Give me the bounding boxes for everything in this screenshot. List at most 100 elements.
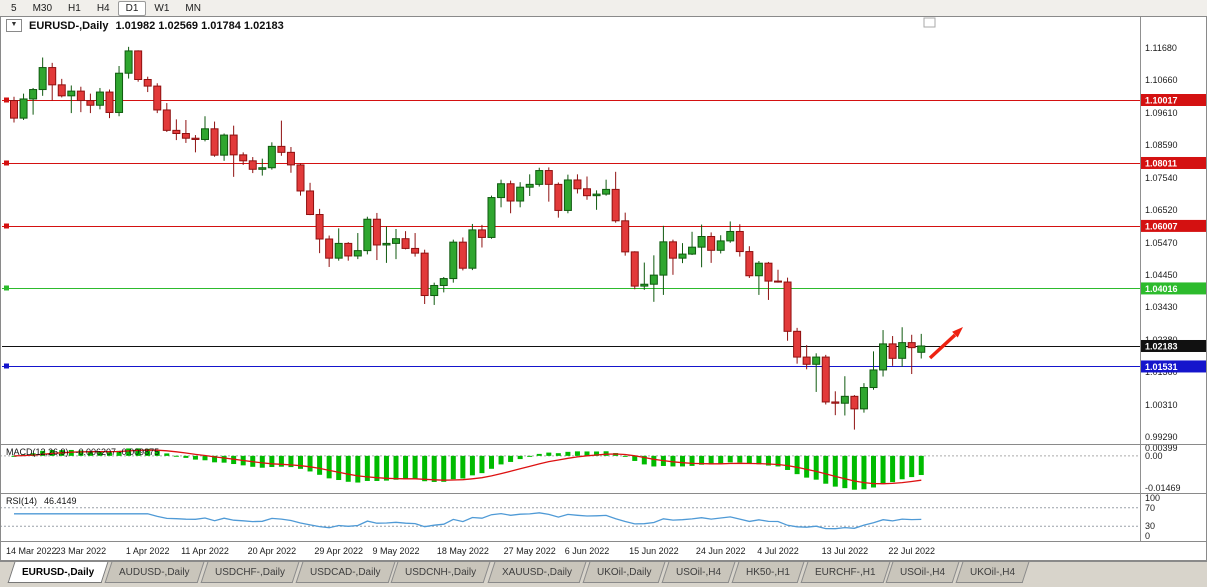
candle[interactable] [76, 90, 85, 102]
candle[interactable] [554, 183, 563, 211]
candle[interactable] [812, 356, 821, 365]
candle[interactable] [573, 179, 582, 190]
candle[interactable] [697, 235, 706, 248]
candle[interactable] [411, 247, 420, 254]
candle[interactable] [764, 262, 773, 282]
candle[interactable] [19, 98, 28, 119]
candle[interactable] [430, 284, 439, 297]
candle[interactable] [267, 145, 276, 169]
candle[interactable] [649, 274, 658, 285]
tab-USDCHF-,Daily[interactable]: USDCHF-,Daily [200, 562, 300, 583]
candle[interactable] [898, 342, 907, 359]
candle[interactable] [859, 387, 868, 410]
candle[interactable] [248, 160, 257, 170]
candle[interactable] [210, 128, 219, 156]
candle[interactable] [353, 250, 362, 257]
candle[interactable] [888, 343, 897, 359]
candle[interactable] [181, 133, 190, 139]
candle[interactable] [258, 167, 267, 170]
candle[interactable] [201, 128, 209, 140]
candle[interactable] [630, 251, 639, 287]
candle[interactable] [363, 218, 372, 252]
tab-UKOil-,H4[interactable]: UKOil-,H4 [956, 562, 1030, 583]
timeframe-W1[interactable]: W1 [154, 2, 170, 14]
candle[interactable] [86, 100, 95, 106]
candle[interactable] [907, 342, 916, 349]
candle[interactable] [745, 251, 754, 277]
candle[interactable] [726, 230, 735, 242]
candle[interactable] [468, 229, 477, 269]
candle[interactable] [869, 369, 878, 389]
candle[interactable] [621, 220, 630, 253]
candle[interactable] [716, 240, 725, 251]
candle[interactable] [754, 262, 763, 277]
tab-USOil-,H4[interactable]: USOil-,H4 [886, 562, 960, 583]
candle[interactable] [67, 90, 76, 97]
candle[interactable] [563, 179, 572, 211]
candle[interactable] [602, 188, 611, 195]
tab-USOil-,H4[interactable]: USOil-,H4 [661, 562, 736, 583]
candle[interactable] [544, 170, 553, 185]
candle[interactable] [315, 214, 324, 240]
candle[interactable] [420, 252, 429, 297]
candle[interactable] [774, 280, 782, 283]
candle[interactable] [678, 253, 687, 259]
candle[interactable] [783, 281, 792, 332]
tab-EURCHF-,H1[interactable]: EURCHF-,H1 [800, 562, 890, 583]
candle[interactable] [48, 67, 57, 86]
candle[interactable] [153, 85, 162, 111]
candle[interactable] [286, 151, 295, 166]
candle[interactable] [392, 238, 400, 244]
tab-USDCNH-,Daily[interactable]: USDCNH-,Daily [390, 562, 491, 583]
candle[interactable] [535, 170, 544, 185]
candle[interactable] [382, 242, 391, 246]
candle[interactable] [458, 241, 467, 269]
candle[interactable] [707, 235, 716, 251]
candle[interactable] [306, 190, 315, 216]
candle[interactable] [831, 401, 840, 404]
timeframe-M30[interactable]: M30 [32, 2, 53, 14]
candle[interactable] [143, 78, 152, 87]
candle[interactable] [668, 241, 677, 259]
tab-AUDUSD-,Daily[interactable]: AUDUSD-,Daily [104, 562, 205, 583]
candle[interactable] [372, 218, 381, 246]
candle[interactable] [124, 50, 133, 74]
tab-UKOil-,Daily[interactable]: UKOil-,Daily [582, 562, 666, 583]
tab-XAUUSD-,Daily[interactable]: XAUUSD-,Daily [487, 562, 586, 583]
candle[interactable] [525, 183, 534, 188]
candle[interactable] [296, 164, 305, 192]
chart-menu-dropdown-icon[interactable]: ▼ [6, 19, 22, 32]
candle[interactable] [325, 238, 334, 259]
candle[interactable] [172, 129, 181, 135]
candle[interactable] [821, 356, 830, 403]
candle[interactable] [506, 183, 515, 202]
candle[interactable] [487, 197, 496, 238]
candle[interactable] [334, 242, 343, 259]
candle[interactable] [497, 183, 506, 199]
candle[interactable] [583, 188, 591, 197]
candle[interactable] [191, 137, 200, 140]
candle[interactable] [688, 246, 697, 255]
candle[interactable] [449, 241, 458, 280]
candle[interactable] [134, 50, 143, 80]
timeframe-H4[interactable]: H4 [96, 2, 110, 14]
candle[interactable] [229, 134, 238, 156]
candle[interactable] [659, 241, 668, 276]
tab-EURUSD-,Daily[interactable]: EURUSD-,Daily [7, 562, 109, 583]
candle[interactable] [850, 395, 859, 410]
timeframe-H1[interactable]: H1 [68, 2, 81, 14]
tab-HK50-,H1[interactable]: HK50-,H1 [731, 562, 805, 583]
candle[interactable] [879, 343, 888, 371]
candle[interactable] [115, 72, 124, 113]
candle[interactable] [592, 193, 601, 197]
candle[interactable] [840, 395, 849, 404]
candle[interactable] [29, 89, 38, 100]
candle[interactable] [477, 229, 486, 238]
timeframe-D1[interactable]: D1 [117, 0, 147, 16]
candle[interactable] [640, 283, 649, 287]
candle[interactable] [277, 145, 286, 153]
candle[interactable] [917, 345, 926, 353]
candle[interactable] [802, 356, 811, 365]
trend-arrow-icon[interactable] [928, 327, 963, 360]
candle[interactable] [439, 278, 448, 286]
